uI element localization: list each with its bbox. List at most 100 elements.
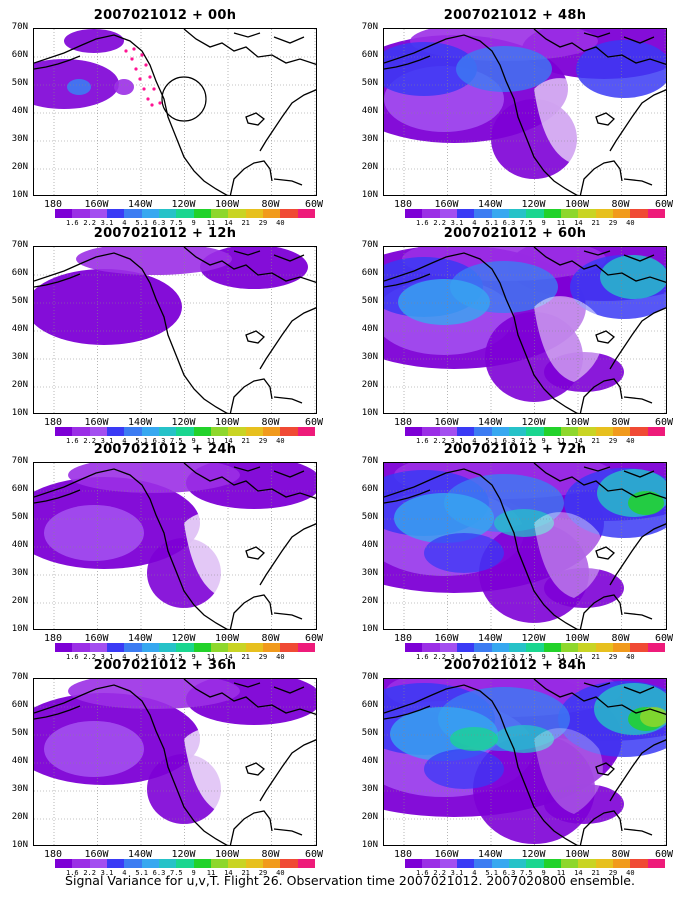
colorbar-swatch: [89, 209, 107, 218]
lat-label: 70N: [361, 22, 378, 32]
colorbar-label: 6.3: [502, 437, 516, 445]
colorbar-swatch: [612, 209, 631, 218]
colorbar-swatch: [193, 209, 211, 218]
colorbar-swatch: [124, 859, 142, 868]
colorbar-swatch: [612, 643, 631, 652]
map-panel-p60: 2007021012 + 60h 70N 60N 50N 40N 30N 20N 10N 180…: [350, 226, 680, 445]
panel-title: 2007021012 + 84h: [443, 658, 587, 673]
colorbar-label: 29: [258, 219, 268, 227]
lon-label: 180: [393, 849, 413, 860]
colorbar-swatch: [630, 209, 648, 218]
colorbar-swatch: [612, 859, 631, 868]
colorbar-swatch: [245, 859, 263, 868]
colorbar-label: 7.5: [520, 219, 533, 227]
colorbar-swatch: [508, 859, 527, 868]
lat-label: 60N: [11, 484, 28, 494]
colorbar-label: 11: [206, 869, 216, 877]
lat-label: 70N: [361, 672, 378, 682]
colorbar: [405, 427, 665, 436]
lat-label: 30N: [361, 352, 378, 362]
colorbar-label: 29: [608, 437, 618, 445]
colorbar-label: 14: [574, 653, 583, 661]
colorbar-swatch: [158, 427, 177, 436]
colorbar-label: 40: [626, 869, 635, 877]
lat-label: 50N: [11, 78, 28, 88]
colorbar-swatch: [280, 643, 298, 652]
colorbar: [405, 643, 665, 652]
colorbar-swatch: [280, 209, 298, 218]
variance-field: [384, 29, 666, 195]
lat-label: 40N: [11, 756, 28, 766]
lat-label: 70N: [11, 672, 28, 682]
lat-label: 10N: [361, 408, 378, 418]
lon-label: 140W: [127, 849, 153, 860]
lat-label: 40N: [361, 756, 378, 766]
colorbar-swatch: [280, 427, 298, 436]
colorbar-swatch: [297, 427, 315, 436]
map-plot: [383, 462, 667, 630]
colorbar-swatch: [72, 427, 90, 436]
colorbar-label: 14: [224, 653, 233, 661]
colorbar-swatch: [124, 209, 142, 218]
colorbar-label: 1.6: [416, 653, 429, 661]
lat-label: 40N: [11, 106, 28, 116]
lon-label: 80W: [261, 199, 280, 210]
map-plot: [33, 678, 317, 846]
colorbar-swatch: [456, 643, 475, 652]
colorbar-swatch: [193, 643, 211, 652]
colorbar-label: 40: [276, 219, 285, 227]
colorbar-label: 3.1: [450, 653, 464, 661]
lon-label: 120W: [171, 633, 196, 644]
lon-label: 100W: [564, 417, 590, 428]
colorbar-swatch: [578, 643, 596, 652]
colorbar-label: 7.5: [170, 437, 183, 445]
lon-label: 60W: [304, 849, 324, 860]
colorbar-label: 4: [472, 653, 477, 661]
lon-label: 100W: [564, 849, 590, 860]
colorbar-label: 9: [541, 219, 546, 227]
colorbar-swatch: [245, 427, 263, 436]
colorbar-swatch: [228, 859, 246, 868]
colorbar-swatch: [595, 859, 613, 868]
lat-label: 40N: [361, 106, 378, 116]
colorbar-label: 6.3: [152, 869, 166, 877]
lon-label: 120W: [521, 199, 546, 210]
lon-label: 160W: [84, 849, 109, 860]
lat-label: 20N: [11, 380, 28, 390]
colorbar-label: 4: [472, 869, 477, 877]
colorbar-label: 1.6: [66, 653, 79, 661]
lon-label: 100W: [214, 199, 240, 210]
colorbar-swatch: [55, 643, 73, 652]
panel-title: 2007021012 + 24h: [93, 442, 237, 457]
colorbar-label: 5.1: [485, 653, 498, 661]
colorbar-label: 6.3: [502, 869, 516, 877]
lat-label: 60N: [11, 268, 28, 278]
colorbar-label: 2.2: [433, 869, 446, 877]
lon-label: 180: [393, 633, 413, 644]
lat-label: 40N: [11, 540, 28, 550]
colorbar-swatch: [491, 643, 509, 652]
lon-label: 80W: [261, 849, 280, 860]
colorbar-swatch: [422, 859, 440, 868]
colorbar-swatch: [280, 859, 298, 868]
colorbar-swatch: [595, 209, 613, 218]
colorbar-swatch: [176, 209, 194, 218]
lon-label: 100W: [564, 199, 590, 210]
lon-label: 120W: [171, 417, 196, 428]
colorbar-swatch: [526, 643, 544, 652]
lon-label: 160W: [84, 633, 109, 644]
colorbar-swatch: [508, 209, 527, 218]
lon-label: 100W: [214, 417, 240, 428]
colorbar-swatch: [55, 859, 73, 868]
variance-field: [384, 679, 666, 845]
panel-title: 2007021012 + 48h: [443, 8, 587, 23]
lat-label: 10N: [361, 624, 378, 634]
colorbar-swatch: [405, 643, 423, 652]
colorbar-swatch: [176, 859, 194, 868]
lat-label: 30N: [11, 352, 28, 362]
colorbar-swatch: [124, 643, 142, 652]
lon-label: 60W: [304, 633, 324, 644]
map-panel-p00: 2007021012 + 00h 70N 60N 50N 40N 30N 20N 10N 180…: [0, 8, 330, 227]
colorbar-swatch: [176, 427, 194, 436]
colorbar-swatch: [228, 643, 246, 652]
